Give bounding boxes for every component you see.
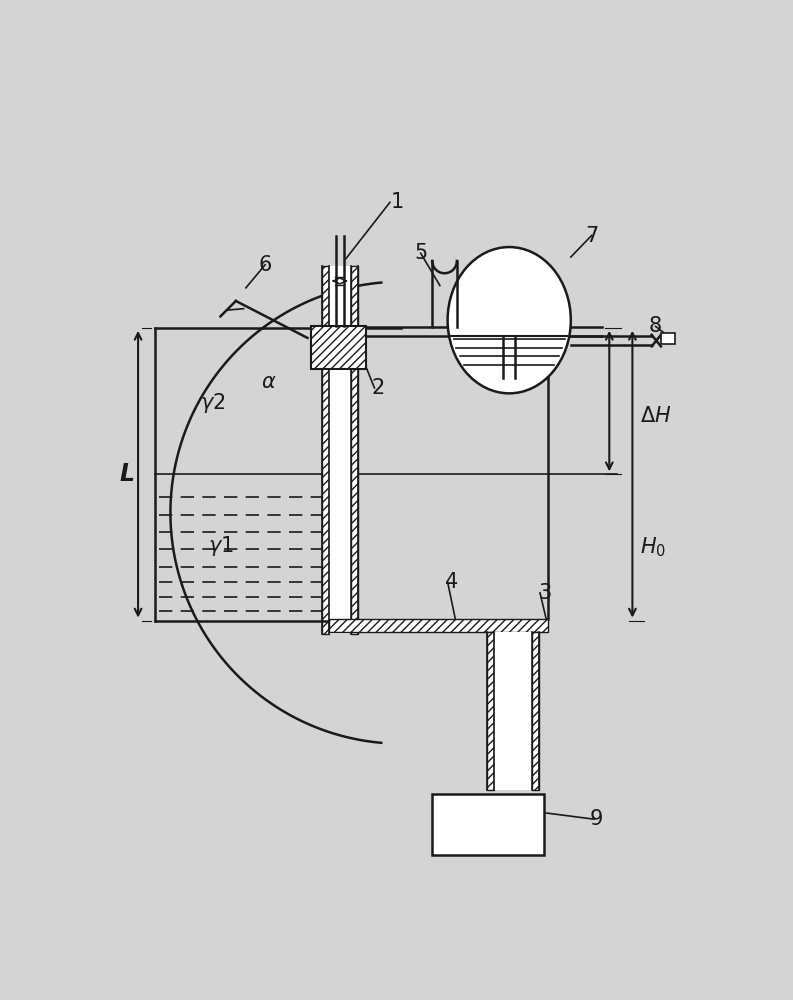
Bar xyxy=(311,326,366,369)
Ellipse shape xyxy=(447,247,571,393)
Text: 8: 8 xyxy=(649,316,662,336)
Text: $H_0$: $H_0$ xyxy=(640,536,666,559)
Bar xyxy=(432,794,544,855)
Text: 6: 6 xyxy=(259,255,272,275)
Text: $\gamma 2$: $\gamma 2$ xyxy=(200,391,225,415)
Text: 2: 2 xyxy=(372,378,385,398)
Bar xyxy=(329,619,548,632)
Bar xyxy=(487,632,494,790)
Text: 3: 3 xyxy=(538,583,551,603)
Text: $\Delta H$: $\Delta H$ xyxy=(640,406,672,426)
Bar xyxy=(532,632,539,790)
Text: 5: 5 xyxy=(414,243,427,263)
Bar xyxy=(329,266,351,634)
Text: L: L xyxy=(119,462,134,486)
Bar xyxy=(351,266,358,634)
Bar xyxy=(661,333,675,344)
Bar xyxy=(322,266,329,634)
Text: 7: 7 xyxy=(585,226,598,245)
Text: 4: 4 xyxy=(445,572,458,592)
Text: $\alpha$: $\alpha$ xyxy=(261,372,277,392)
Text: 9: 9 xyxy=(589,809,603,829)
Bar xyxy=(494,632,532,790)
Text: 1: 1 xyxy=(391,192,404,212)
Text: $\gamma 1$: $\gamma 1$ xyxy=(208,534,233,558)
